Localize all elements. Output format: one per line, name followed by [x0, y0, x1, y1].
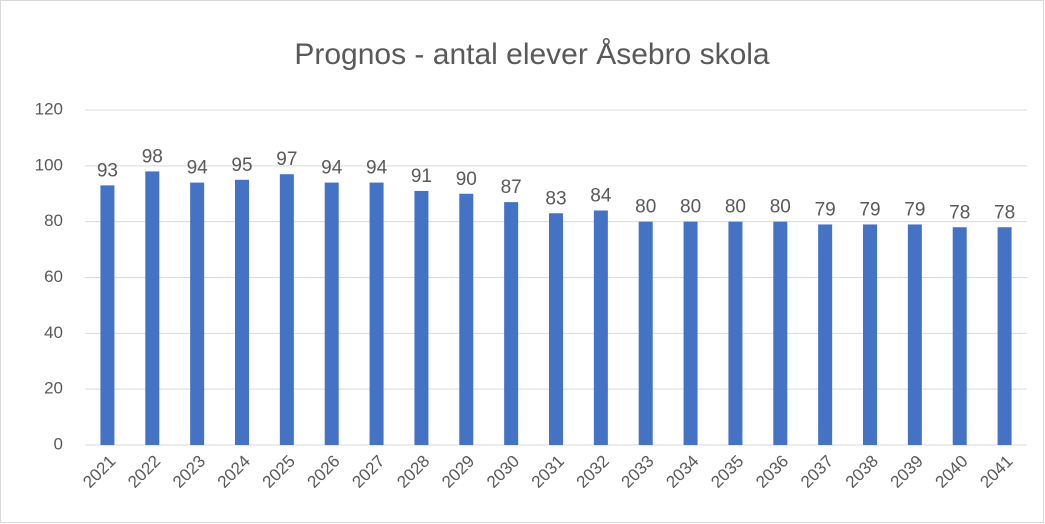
data-label: 80 — [680, 197, 701, 218]
data-label: 79 — [815, 199, 836, 220]
data-label: 80 — [635, 197, 656, 218]
data-label: 94 — [366, 158, 388, 179]
y-tick-label: 120 — [35, 99, 63, 118]
data-label: 94 — [321, 158, 343, 179]
data-label: 90 — [456, 169, 477, 190]
y-tick-label: 0 — [54, 434, 63, 453]
data-label: 78 — [994, 202, 1015, 223]
y-tick-label: 100 — [35, 155, 63, 174]
data-label: 78 — [949, 202, 970, 223]
data-label: 97 — [276, 149, 297, 170]
bar — [593, 210, 608, 445]
data-label: 84 — [590, 186, 612, 207]
y-tick-label: 40 — [44, 323, 63, 342]
data-label: 87 — [501, 177, 522, 198]
data-label: 95 — [231, 155, 252, 176]
bar — [235, 179, 249, 445]
bar — [324, 182, 339, 446]
data-label: 79 — [859, 199, 880, 220]
data-label: 83 — [545, 188, 566, 209]
bar — [459, 193, 474, 445]
bar — [369, 182, 384, 446]
y-tick-label: 60 — [44, 267, 63, 286]
bar — [100, 185, 115, 445]
y-tick-label: 80 — [44, 211, 63, 230]
data-label: 80 — [770, 197, 791, 218]
bar — [414, 190, 429, 445]
y-tick-label: 20 — [44, 379, 63, 398]
bar — [504, 202, 519, 445]
bar — [997, 227, 1012, 445]
data-label: 91 — [411, 166, 432, 187]
data-label: 79 — [904, 199, 925, 220]
bar — [683, 221, 698, 445]
data-label: 80 — [725, 197, 746, 218]
bar — [863, 224, 877, 445]
chart-title: Prognos - antal elever Åsebro skola — [294, 38, 770, 71]
bar — [190, 182, 205, 446]
data-label: 93 — [97, 160, 118, 181]
bar — [549, 213, 563, 445]
bar — [728, 221, 743, 445]
bar — [818, 224, 833, 445]
bar — [952, 227, 967, 445]
data-label: 98 — [142, 146, 163, 167]
data-label: 94 — [187, 158, 209, 179]
bar — [279, 174, 294, 446]
bar — [907, 224, 922, 445]
bar — [638, 221, 653, 445]
bar — [773, 221, 788, 445]
bar — [145, 171, 160, 445]
